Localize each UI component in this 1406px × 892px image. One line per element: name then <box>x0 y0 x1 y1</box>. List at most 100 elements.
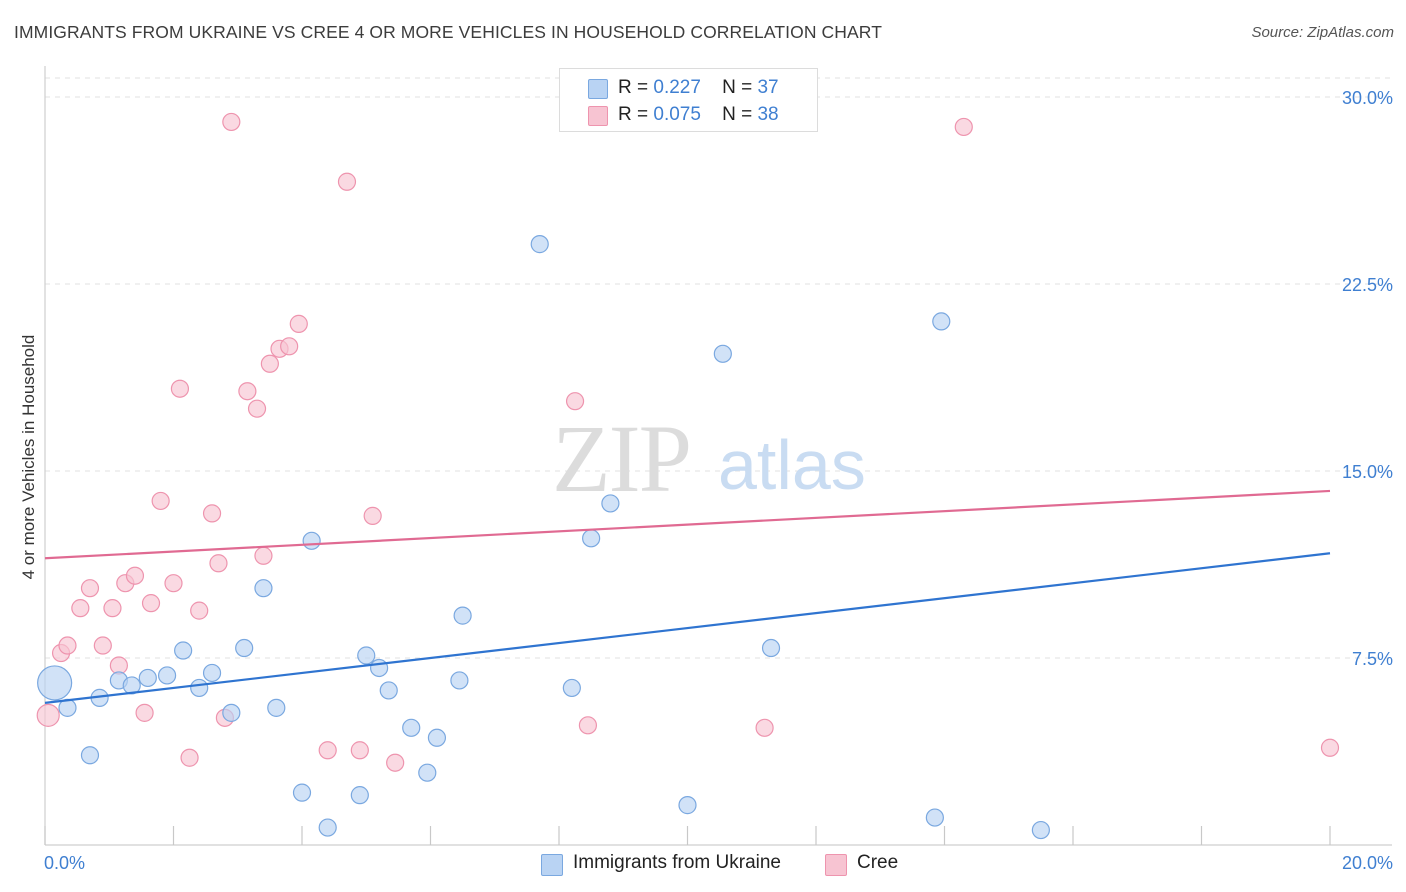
point-cree <box>260 354 279 373</box>
point-cree <box>36 703 60 727</box>
point-cree <box>80 579 100 598</box>
point-cree <box>289 314 308 333</box>
point-ukraine <box>122 676 141 695</box>
point-cree <box>755 718 774 737</box>
legend-swatch-blue <box>588 79 608 99</box>
point-cree <box>578 716 598 735</box>
point-ukraine <box>292 783 312 802</box>
legend-r-value: 0.227 <box>653 77 701 98</box>
point-ukraine <box>302 531 321 550</box>
point-ukraine <box>450 671 469 690</box>
point-ukraine <box>713 344 732 363</box>
point-cree <box>103 599 122 618</box>
point-ukraine <box>350 786 369 805</box>
legend: R = 0.227 N = 37 R = 0.075 N = 38 <box>559 68 818 132</box>
bottom-legend-swatch-pink <box>825 854 847 876</box>
legend-n-label: N = <box>722 77 753 98</box>
trend-lines <box>44 489 1331 704</box>
tick-labels: 7.5% 15.0% 22.5% 30.0% 0.0% 20.0% <box>44 88 1393 873</box>
point-cree <box>318 741 337 760</box>
point-cree <box>209 554 228 573</box>
point-cree <box>93 636 112 655</box>
point-cree <box>190 601 209 620</box>
point-ukraine <box>235 638 254 658</box>
point-ukraine <box>379 681 398 700</box>
legend-n-value: 38 <box>757 104 779 125</box>
watermark: ZIP atlas <box>552 405 866 512</box>
point-ukraine <box>37 665 73 701</box>
y-tick-label: 15.0% <box>1342 462 1393 482</box>
y-axis-label: 4 or more Vehicles in Household <box>19 335 38 580</box>
point-ukraine <box>418 763 437 782</box>
point-cree <box>247 399 267 418</box>
point-ukraine <box>190 678 209 698</box>
source-credit: Source: ZipAtlas.com <box>1251 24 1394 41</box>
bottom-legend-label-cree: Cree <box>857 852 899 873</box>
point-cree <box>180 748 199 767</box>
point-cree <box>202 504 222 523</box>
point-ukraine <box>138 668 157 688</box>
grid-lines <box>45 77 1392 659</box>
data-points <box>36 112 1340 840</box>
point-ukraine <box>427 728 447 747</box>
point-ukraine <box>582 529 601 548</box>
point-cree <box>337 172 357 191</box>
x-tick-label: 20.0% <box>1342 853 1393 873</box>
point-ukraine <box>601 494 620 513</box>
point-cree <box>164 574 183 593</box>
point-cree <box>350 741 369 760</box>
point-cree <box>363 506 382 525</box>
point-cree <box>151 491 170 511</box>
point-ukraine <box>174 641 193 660</box>
bottom-legend-swatch-blue <box>541 854 563 876</box>
legend-r-label: R = <box>618 77 649 98</box>
y-tick-label: 30.0% <box>1342 88 1393 108</box>
legend-swatch-pink <box>588 106 608 126</box>
legend-r-value: 0.075 <box>653 104 701 125</box>
point-ukraine <box>267 698 286 717</box>
point-cree <box>141 594 161 613</box>
watermark-zip: ZIP <box>552 405 690 512</box>
point-ukraine <box>678 796 697 815</box>
x-tick-label: 0.0% <box>44 853 85 873</box>
point-ukraine <box>932 312 951 331</box>
legend-r-label: R = <box>618 104 649 125</box>
point-cree <box>238 382 257 401</box>
point-cree <box>125 566 145 585</box>
trend-line-ukraine <box>44 552 1331 704</box>
watermark-atlas: atlas <box>718 426 866 504</box>
point-ukraine <box>453 606 472 625</box>
point-ukraine <box>157 666 177 685</box>
point-cree <box>254 546 273 565</box>
point-cree <box>71 599 90 618</box>
legend-n-value: 37 <box>757 77 779 98</box>
y-tick-label: 22.5% <box>1342 275 1393 295</box>
point-cree <box>135 703 154 722</box>
point-ukraine <box>357 646 376 665</box>
legend-n-label: N = <box>722 104 753 125</box>
point-ukraine <box>202 663 222 683</box>
point-ukraine <box>761 638 781 658</box>
point-ukraine <box>80 746 100 765</box>
point-cree <box>565 392 585 411</box>
point-ukraine <box>318 818 337 837</box>
point-cree <box>170 379 190 398</box>
point-ukraine <box>562 678 581 698</box>
point-cree <box>222 112 241 132</box>
point-ukraine <box>1031 820 1050 840</box>
point-ukraine <box>370 658 389 678</box>
point-ukraine <box>530 235 549 254</box>
bottom-legend-label-ukraine: Immigrants from Ukraine <box>573 852 781 873</box>
chart-title: IMMIGRANTS FROM UKRAINE VS CREE 4 OR MOR… <box>14 22 882 42</box>
point-cree <box>1320 738 1340 757</box>
trend-line-cree <box>44 489 1331 560</box>
point-cree <box>280 337 299 356</box>
point-ukraine <box>402 718 421 737</box>
point-ukraine <box>925 808 944 827</box>
point-cree <box>58 636 77 655</box>
y-tick-label: 7.5% <box>1352 649 1393 669</box>
point-ukraine <box>222 703 241 722</box>
point-ukraine <box>254 579 273 598</box>
point-cree <box>386 753 405 772</box>
